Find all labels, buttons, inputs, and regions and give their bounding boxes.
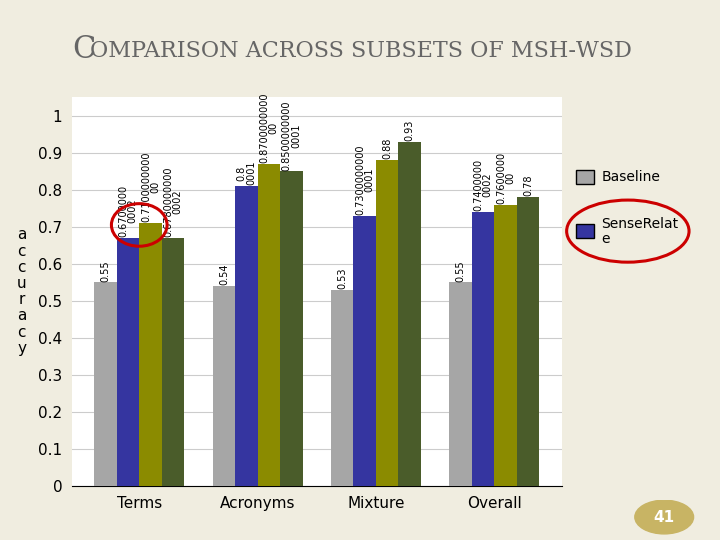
Bar bbox=[258, 164, 280, 486]
Text: 0.7100000000
00: 0.7100000000 00 bbox=[141, 152, 160, 222]
Text: C: C bbox=[72, 34, 95, 65]
Bar bbox=[280, 171, 302, 486]
Text: 0.55: 0.55 bbox=[456, 260, 466, 281]
Text: 0.78: 0.78 bbox=[523, 175, 533, 197]
Text: 0.93: 0.93 bbox=[405, 119, 415, 141]
Bar bbox=[331, 290, 354, 486]
Text: 0.6780000000
0002: 0.6780000000 0002 bbox=[163, 167, 183, 237]
Bar bbox=[212, 286, 235, 486]
Text: 0.54: 0.54 bbox=[219, 264, 229, 285]
Text: 41: 41 bbox=[654, 510, 675, 524]
Text: 0.53: 0.53 bbox=[337, 267, 347, 289]
Text: a
c
c
u
r
a
c
y: a c c u r a c y bbox=[17, 227, 27, 356]
Text: 0.8
0001: 0.8 0001 bbox=[237, 161, 256, 185]
Bar bbox=[472, 212, 495, 486]
Bar bbox=[495, 205, 517, 486]
Text: 0.8700000000
00: 0.8700000000 00 bbox=[259, 93, 279, 163]
Text: 0.7600000
00: 0.7600000 00 bbox=[496, 152, 516, 204]
Bar bbox=[235, 186, 258, 486]
Bar bbox=[517, 197, 539, 486]
Bar bbox=[449, 282, 472, 486]
Bar bbox=[354, 215, 376, 486]
Text: 0.7400000
0002: 0.7400000 0002 bbox=[474, 159, 492, 211]
Text: 0.8500000000
0001: 0.8500000000 0001 bbox=[282, 100, 301, 171]
Text: 0.6700000
0002: 0.6700000 0002 bbox=[118, 185, 138, 237]
Bar bbox=[162, 238, 184, 486]
Text: 0.7300000000
0001: 0.7300000000 0001 bbox=[355, 145, 374, 215]
Text: OMPARISON ACROSS SUBSETS OF MSH‑WSD: OMPARISON ACROSS SUBSETS OF MSH‑WSD bbox=[90, 40, 632, 62]
Text: 0.88: 0.88 bbox=[382, 138, 392, 159]
Bar bbox=[94, 282, 117, 486]
Bar bbox=[398, 141, 421, 486]
Text: SenseRelat
e: SenseRelat e bbox=[601, 217, 678, 246]
Bar bbox=[139, 223, 162, 486]
Text: Baseline: Baseline bbox=[601, 170, 660, 184]
Circle shape bbox=[635, 500, 693, 534]
Bar bbox=[376, 160, 398, 486]
Bar bbox=[117, 238, 139, 486]
Text: 0.55: 0.55 bbox=[101, 260, 110, 281]
